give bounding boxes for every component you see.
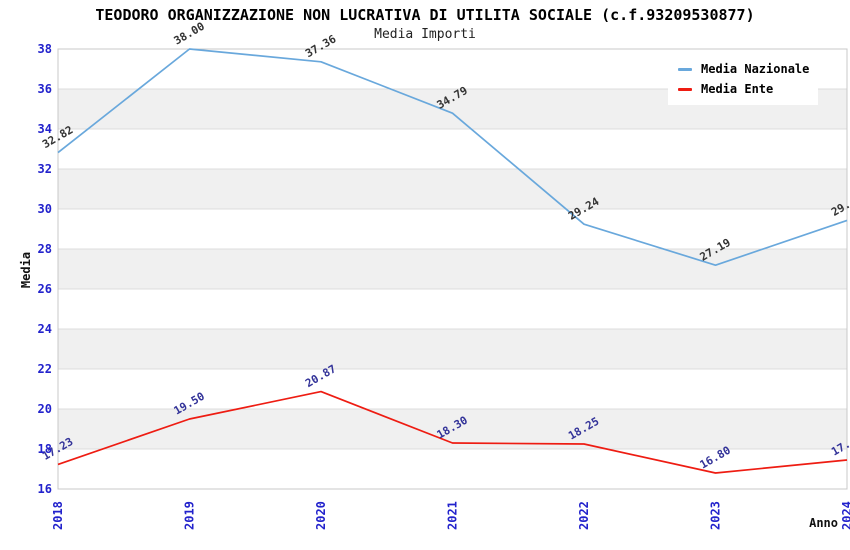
plot-band [58,169,847,209]
legend-label: Media Ente [701,82,774,96]
y-tick-label: 28 [38,242,52,256]
y-tick-label: 32 [38,162,52,176]
point-label: 38.00 [172,20,207,48]
plot-band [58,249,847,289]
y-tick-label: 34 [38,122,52,136]
plot-frame [57,48,848,490]
y-tick-label: 38 [38,42,52,56]
legend-swatch-blue-line [678,67,692,71]
legend: Media Nazionale Media Ente [668,53,818,105]
y-tick-label: 16 [38,482,52,496]
x-axis-title: Anno [809,516,838,530]
legend-label: Media Nazionale [701,62,810,76]
y-tick-label: 24 [38,322,52,336]
y-axis-title: Media [19,252,33,288]
x-tick-label: 2024 [840,501,850,530]
y-tick-label: 36 [38,82,52,96]
x-tick-label: 2022 [577,501,591,530]
y-tick-label: 20 [38,402,52,416]
y-tick-label: 26 [38,282,52,296]
point-label: 37.36 [303,32,339,60]
x-tick-label: 2020 [314,501,328,530]
legend-item-media-ente: Media Ente [678,79,814,99]
y-tick-label: 30 [38,202,52,216]
x-tick-label: 2023 [709,501,723,530]
series-line-media-ente [57,390,848,474]
chart-subtitle: Media Importi [374,27,476,42]
x-tick-label: 2018 [51,501,65,530]
plot-band [58,329,847,369]
legend-item-media-nazionale: Media Nazionale [678,59,814,79]
x-tick-label: 2021 [446,501,460,530]
x-tick-label: 2019 [183,501,197,530]
series-line-media-nazionale [57,48,848,267]
y-tick-label: 18 [38,442,52,456]
chart-title: TEODORO ORGANIZZAZIONE NON LUCRATIVA DI … [95,6,755,24]
legend-swatch-red-line [678,87,692,91]
y-tick-label: 22 [38,362,52,376]
